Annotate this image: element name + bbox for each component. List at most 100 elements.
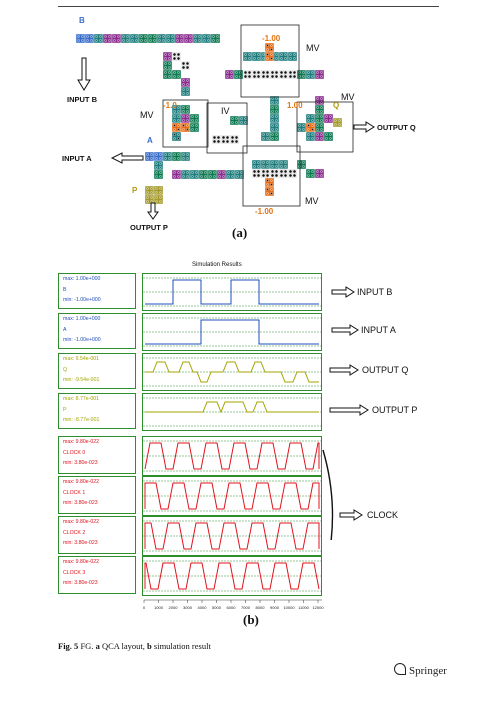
qca-dot	[240, 171, 243, 174]
qca-dot	[240, 175, 243, 178]
qca-dot	[257, 174, 260, 177]
signal-waveform-box	[142, 273, 322, 311]
qca-dot	[191, 128, 194, 131]
qca-dot	[266, 179, 269, 182]
qca-dot	[302, 124, 305, 127]
qca-dot	[262, 137, 265, 140]
qca-dot	[177, 119, 180, 122]
caption-b-text: simulation result	[151, 641, 211, 651]
qca-cell	[251, 168, 262, 179]
qca-dot	[271, 110, 274, 113]
qca-dot	[275, 137, 278, 140]
qca-dot	[325, 133, 328, 136]
qca-dot	[146, 187, 149, 190]
qca-dot	[280, 170, 283, 173]
signal-waveform-box	[142, 436, 322, 476]
qca-dot	[158, 35, 161, 38]
qca-dot	[194, 35, 197, 38]
qca-dot	[122, 39, 125, 42]
qca-dot	[334, 123, 337, 126]
qca-dot	[216, 35, 219, 38]
qca-dot	[231, 175, 234, 178]
qca-dot	[155, 171, 158, 174]
qca-dot	[275, 119, 278, 122]
qca-dot	[182, 153, 185, 156]
qca-dot	[329, 115, 332, 118]
qca-dot	[289, 53, 292, 56]
qca-dot	[320, 170, 323, 173]
qca-cell	[278, 51, 289, 62]
qca-dot	[146, 196, 149, 199]
qca-cell	[180, 151, 191, 162]
signal-waveform	[143, 560, 321, 592]
qca-dot	[230, 71, 233, 74]
signal-waveform	[143, 440, 321, 472]
signal-name: CLOCK 2	[63, 529, 86, 536]
qca-dot	[248, 57, 251, 60]
qca-dot	[248, 71, 251, 74]
springer-horse-icon	[394, 663, 406, 675]
qca-dot	[204, 171, 207, 174]
label-output-q: OUTPUT Q	[377, 123, 416, 132]
qca-cell	[264, 51, 275, 62]
qca-dot	[262, 165, 265, 168]
qca-dot	[140, 35, 143, 38]
qca-dot	[329, 119, 332, 122]
signal-name: A	[63, 326, 67, 333]
qca-dot	[177, 137, 180, 140]
signal-info-box: max: 9.80e-022 CLOCK 0 min: 3.80e-023	[58, 436, 136, 474]
qca-dot	[99, 39, 102, 42]
qca-dot	[289, 71, 292, 74]
label-mv-top: MV	[306, 43, 320, 53]
label-a: A	[147, 136, 153, 145]
arrow-output-q	[329, 364, 359, 376]
qca-dot	[149, 39, 152, 42]
qca-dot	[270, 53, 273, 56]
qca-dot	[248, 53, 251, 56]
x-tick-label: 4000	[198, 605, 208, 610]
qca-dot	[198, 39, 201, 42]
x-tick-label: 5000	[212, 605, 222, 610]
qca-dot	[253, 75, 256, 78]
qca-dot	[266, 44, 269, 47]
qca-cell	[269, 159, 280, 170]
qca-cell	[180, 169, 191, 180]
qca-dot	[298, 161, 301, 164]
qca-dot	[316, 174, 319, 177]
qca-dot	[182, 92, 185, 95]
qca-dot	[266, 188, 269, 191]
qca-dot	[320, 106, 323, 109]
qca-dot	[150, 157, 153, 160]
qca-cell	[264, 177, 275, 188]
qca-cell	[171, 69, 182, 80]
qca-cell	[314, 131, 325, 142]
signal-waveform-box	[142, 476, 322, 516]
qca-dot	[316, 97, 319, 100]
qca-dot	[173, 110, 176, 113]
qca-cell	[102, 33, 113, 44]
qca-dot	[191, 119, 194, 122]
qca-dot	[266, 192, 269, 195]
qca-cell	[305, 131, 316, 142]
signal-min: min: 3.80e-023	[63, 580, 98, 586]
qca-dot	[135, 35, 138, 38]
qca-dot	[275, 101, 278, 104]
signal-info-box: max: 9.80e-022 CLOCK 3 min: 3.80e-023	[58, 556, 136, 594]
mv-right-frame	[296, 101, 354, 153]
qca-dot	[213, 171, 216, 174]
qca-dot	[117, 39, 120, 42]
qca-cell	[233, 69, 244, 80]
qca-dot	[270, 192, 273, 195]
qca-dot	[275, 115, 278, 118]
qca-cell	[189, 169, 200, 180]
qca-dot	[253, 161, 256, 164]
qca-dot	[266, 57, 269, 60]
qca-dot	[164, 57, 167, 60]
signal-waveform-box	[142, 516, 322, 556]
qca-dot	[177, 124, 180, 127]
x-tick-label: 10000	[283, 605, 295, 610]
qca-dot	[271, 75, 274, 78]
qca-cell	[234, 169, 245, 180]
qca-dot	[177, 171, 180, 174]
